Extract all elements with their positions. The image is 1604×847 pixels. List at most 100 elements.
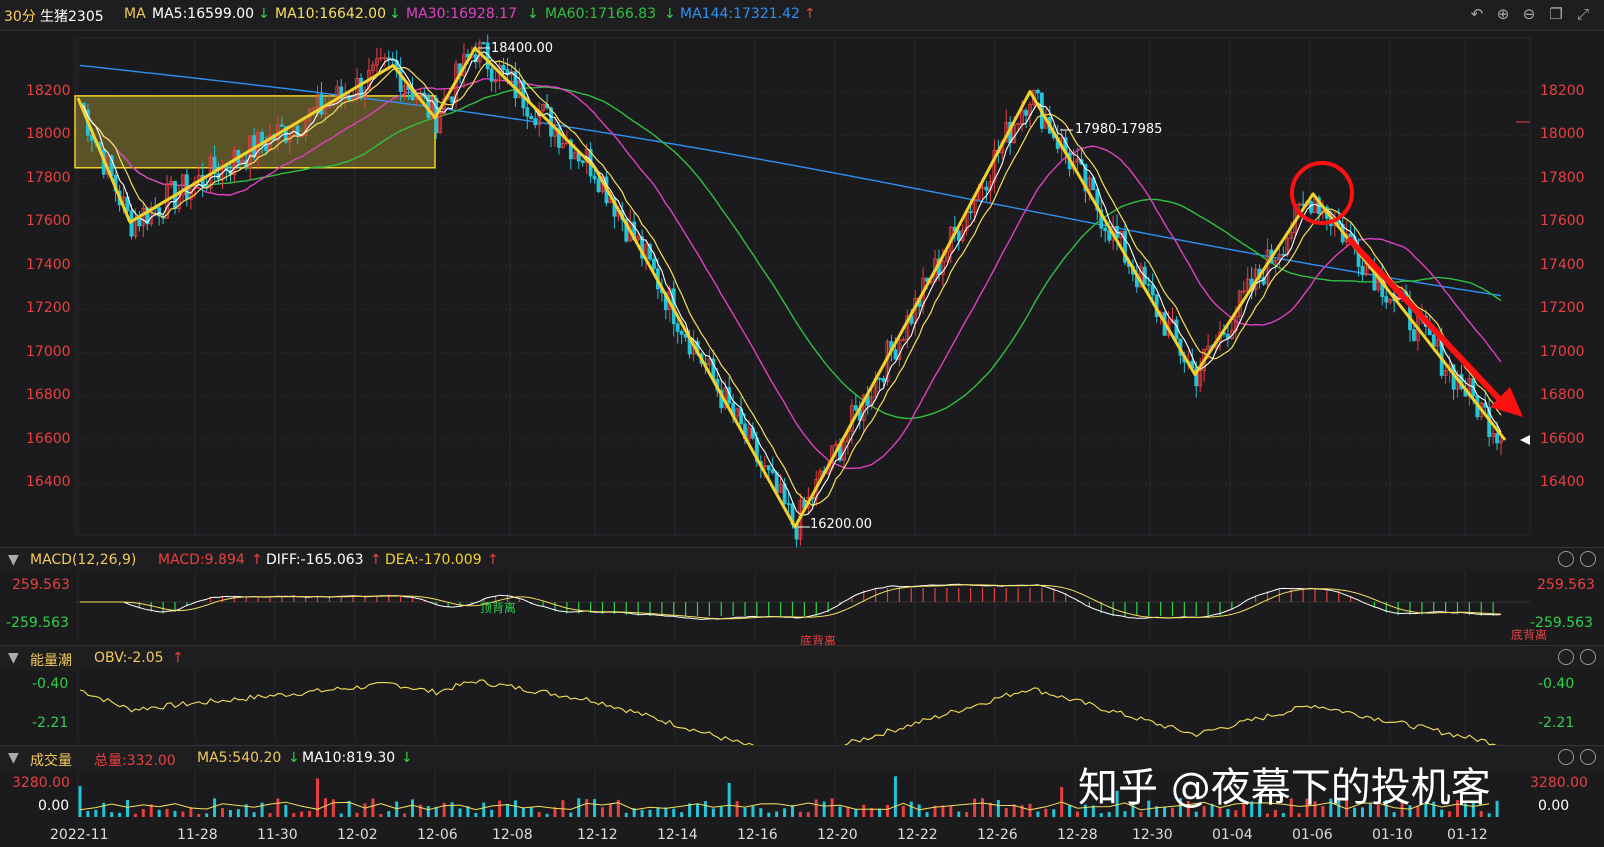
candle-body bbox=[675, 323, 680, 332]
candle-body bbox=[319, 94, 324, 115]
candle-body bbox=[1245, 278, 1250, 292]
period-label[interactable]: 30分 bbox=[4, 9, 36, 25]
volume-bar bbox=[426, 806, 430, 817]
layout-icon[interactable]: ❐ bbox=[1549, 5, 1563, 23]
candle-body bbox=[1123, 231, 1127, 263]
volume-bar bbox=[696, 804, 699, 817]
chart-header: 30分 生猪2305 MA MA5:16599.00 ↓ MA10:16642.… bbox=[0, 0, 1604, 31]
date-label: 12-02 bbox=[337, 827, 378, 843]
dea-arrow-icon: ↑ bbox=[487, 552, 499, 568]
volume-bar bbox=[1305, 798, 1309, 817]
candle-body bbox=[501, 64, 506, 70]
volume-bar bbox=[664, 807, 668, 817]
main-plot-area bbox=[74, 37, 1531, 536]
volume-bar bbox=[822, 801, 826, 817]
macd-title[interactable]: MACD(12,26,9) bbox=[30, 552, 137, 568]
undo-icon[interactable]: ↶ bbox=[1470, 5, 1484, 23]
candle-body bbox=[181, 174, 185, 196]
obv-title[interactable]: 能量潮 bbox=[30, 653, 72, 669]
candle-body bbox=[1431, 334, 1436, 347]
volume-bar bbox=[1044, 808, 1048, 817]
settings-panel-icon[interactable] bbox=[1580, 551, 1596, 567]
macd-bottom-left: -259.563 bbox=[6, 615, 69, 631]
obv-value: OBV:-2.05 bbox=[94, 650, 164, 666]
candle-body bbox=[430, 98, 435, 118]
volume-bar bbox=[973, 798, 977, 817]
volume-bar bbox=[893, 776, 897, 817]
volume-bar bbox=[355, 812, 359, 817]
settings-panel-icon[interactable] bbox=[1580, 749, 1596, 765]
collapse-icon[interactable]: ▼ bbox=[8, 750, 19, 766]
date-label: 11-28 bbox=[177, 827, 218, 843]
macd-value: MACD:9.894 bbox=[158, 552, 245, 568]
volume-header: ▼ 成交量 总量:332.00 MA5:540.20 ↓ MA10:819.30… bbox=[0, 745, 1604, 770]
candle-body bbox=[1435, 338, 1440, 347]
volume-bar bbox=[1242, 803, 1246, 817]
volume-title[interactable]: 成交量 bbox=[30, 753, 72, 769]
candle-body bbox=[1012, 124, 1017, 144]
volume-bar bbox=[830, 798, 834, 817]
date-label: 01-10 bbox=[1372, 827, 1413, 843]
volume-bar bbox=[1004, 807, 1008, 817]
date-label: 12-08 bbox=[492, 827, 533, 843]
candle-body bbox=[493, 80, 498, 83]
expand-icon[interactable]: ⤢ bbox=[1576, 5, 1589, 23]
volume-bar bbox=[593, 799, 597, 817]
volume-bottom-right: 0.00 bbox=[1538, 798, 1570, 814]
zoom-in-icon[interactable]: ⊕ bbox=[1496, 5, 1510, 23]
candle-body bbox=[557, 127, 561, 148]
candle-body bbox=[778, 483, 783, 493]
volume-bar bbox=[1384, 800, 1388, 817]
zoom-out-icon[interactable]: ⊖ bbox=[1522, 5, 1536, 23]
date-label: 01-12 bbox=[1447, 827, 1488, 843]
volume-bar bbox=[1368, 802, 1372, 817]
volume-bar bbox=[1345, 778, 1349, 817]
volume-bar bbox=[1083, 804, 1087, 817]
candle-body bbox=[572, 152, 577, 160]
settings-panel-icon[interactable] bbox=[1580, 649, 1596, 665]
candle-body bbox=[1491, 433, 1496, 437]
range-annotation: 17980-17985 bbox=[1075, 122, 1163, 137]
volume-bar bbox=[244, 804, 248, 817]
volume-bar bbox=[284, 804, 288, 817]
volume-bar bbox=[838, 806, 842, 817]
volume-bar bbox=[1297, 813, 1301, 817]
collapse-icon[interactable]: ▼ bbox=[8, 552, 19, 568]
volume-bar bbox=[221, 808, 224, 817]
bottom-divergence-label: 底背离 bbox=[800, 634, 837, 648]
collapse-icon[interactable]: ▼ bbox=[8, 650, 19, 666]
volume-bar bbox=[1107, 812, 1111, 817]
close-panel-icon[interactable] bbox=[1558, 551, 1574, 567]
volume-bar bbox=[1440, 809, 1444, 817]
candle-body bbox=[596, 178, 601, 192]
volume-bar bbox=[1408, 805, 1412, 817]
candle-body bbox=[374, 58, 379, 66]
symbol-label[interactable]: 生猪2305 bbox=[40, 9, 104, 25]
candle-body bbox=[877, 377, 882, 380]
volume-bar bbox=[300, 811, 304, 817]
volume-bar bbox=[347, 800, 351, 817]
volume-bar bbox=[743, 807, 747, 817]
candle-body bbox=[529, 115, 534, 120]
candle-body bbox=[382, 57, 387, 60]
close-panel-icon[interactable] bbox=[1558, 749, 1574, 765]
volume-bar bbox=[1258, 799, 1262, 817]
volume-bar bbox=[149, 804, 153, 817]
close-panel-icon[interactable] bbox=[1558, 649, 1574, 665]
volume-bar bbox=[228, 810, 232, 817]
price-tick-left: 17000 bbox=[26, 343, 71, 360]
candle-body bbox=[402, 85, 407, 92]
date-label: 11-30 bbox=[257, 827, 298, 843]
candle-body bbox=[893, 349, 898, 360]
candle-body bbox=[901, 339, 906, 341]
volume-bar bbox=[331, 799, 335, 817]
candle-body bbox=[1281, 253, 1286, 256]
trend-arrow-head bbox=[1490, 387, 1523, 417]
candle-body bbox=[842, 441, 846, 461]
diff-arrow-icon: ↑ bbox=[370, 552, 382, 568]
volume-bar bbox=[680, 812, 684, 817]
volume-bar bbox=[205, 813, 209, 817]
volume-bar bbox=[1012, 804, 1016, 817]
candle-body bbox=[513, 71, 518, 99]
